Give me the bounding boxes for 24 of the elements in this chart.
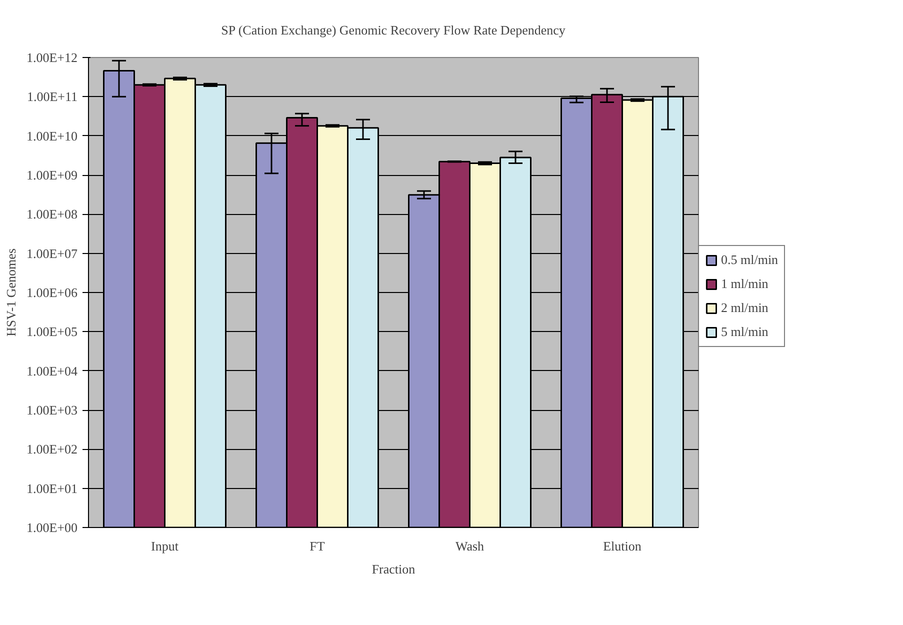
x-tick-label: Wash	[455, 538, 485, 554]
y-tick-label: 1.00E+09	[26, 168, 78, 182]
legend-label: 0.5 ml/min	[721, 252, 778, 268]
legend-label: 5 ml/min	[721, 324, 768, 340]
y-tick-label: 1.00E+03	[26, 402, 78, 418]
y-tick-label: 1.00E+05	[26, 324, 78, 340]
x-tick-label: Elution	[603, 538, 642, 554]
y-axis-title: HSV-1 Genomes	[3, 248, 18, 336]
legend-label: 2 ml/min	[721, 300, 768, 316]
y-tick-label: 1.00E+01	[26, 480, 78, 496]
chart-title: SP (Cation Exchange) Genomic Recovery Flow Rate Dependency	[221, 22, 566, 38]
y-tick-label: 1.00E+08	[26, 206, 78, 222]
legend-label: 1 ml/min	[721, 276, 768, 292]
y-tick-label: 1.00E+02	[26, 442, 78, 457]
y-tick-label: 1.00E+07	[26, 246, 78, 261]
y-tick-label: 1.00E+10	[26, 128, 78, 144]
y-tick-label: 1.00E+00	[26, 520, 78, 535]
x-axis-title: Fraction	[372, 562, 416, 576]
y-tick-label: 1.00E+04	[26, 363, 78, 378]
x-tick-label: Input	[151, 538, 179, 554]
y-tick-label: 1.00E+12	[26, 50, 78, 65]
x-tick-label: FT	[310, 538, 325, 554]
y-tick-label: 1.00E+11	[26, 89, 78, 104]
y-tick-label: 1.00E+06	[26, 285, 78, 300]
